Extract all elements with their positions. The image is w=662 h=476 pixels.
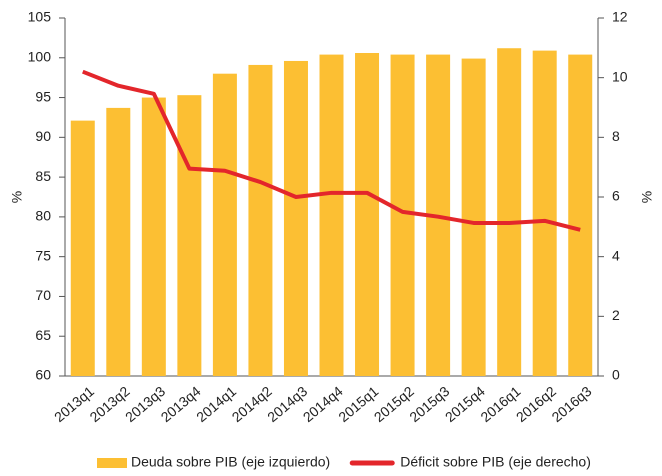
y2-tick-label: 8: [612, 128, 620, 144]
y2-tick-label: 2: [612, 307, 620, 323]
bar: [248, 64, 273, 376]
bar: [212, 73, 237, 376]
y2-axis-label: %: [639, 191, 655, 203]
y-tick-label: 70: [35, 287, 51, 303]
bar: [390, 54, 415, 377]
bar: [177, 95, 202, 377]
bar: [568, 54, 593, 377]
bar: [355, 53, 380, 376]
y-tick-label: 80: [35, 208, 51, 224]
bar: [70, 120, 95, 376]
y-tick-label: 85: [35, 168, 51, 184]
legend-label: Deuda sobre PIB (eje izquierdo): [131, 454, 330, 470]
bar: [106, 107, 131, 377]
bar: [141, 97, 166, 377]
bar: [497, 48, 522, 376]
y2-tick-label: 12: [612, 9, 628, 25]
bar: [319, 54, 344, 377]
x-tick-label: 2016q3: [548, 383, 594, 425]
y2-tick-label: 0: [612, 367, 620, 383]
y-tick-label: 60: [35, 367, 51, 383]
line: [82, 69, 581, 232]
legend-label: Déficit sobre PIB (eje derecho): [400, 454, 591, 470]
legend-swatch: [97, 458, 127, 468]
y-tick-label: 95: [35, 88, 51, 104]
y-tick-label: 100: [28, 48, 52, 64]
bar: [461, 58, 486, 376]
y-tick-label: 105: [28, 9, 52, 25]
y2-tick-label: 10: [612, 68, 628, 84]
y-tick-label: 65: [35, 327, 51, 343]
y2-tick-label: 4: [612, 247, 620, 263]
y-tick-label: 90: [35, 128, 51, 144]
y2-tick-label: 6: [612, 188, 620, 204]
y-axis-label: %: [9, 191, 25, 203]
bar: [532, 50, 557, 377]
bar: [283, 60, 308, 377]
y-tick-label: 75: [35, 247, 51, 263]
